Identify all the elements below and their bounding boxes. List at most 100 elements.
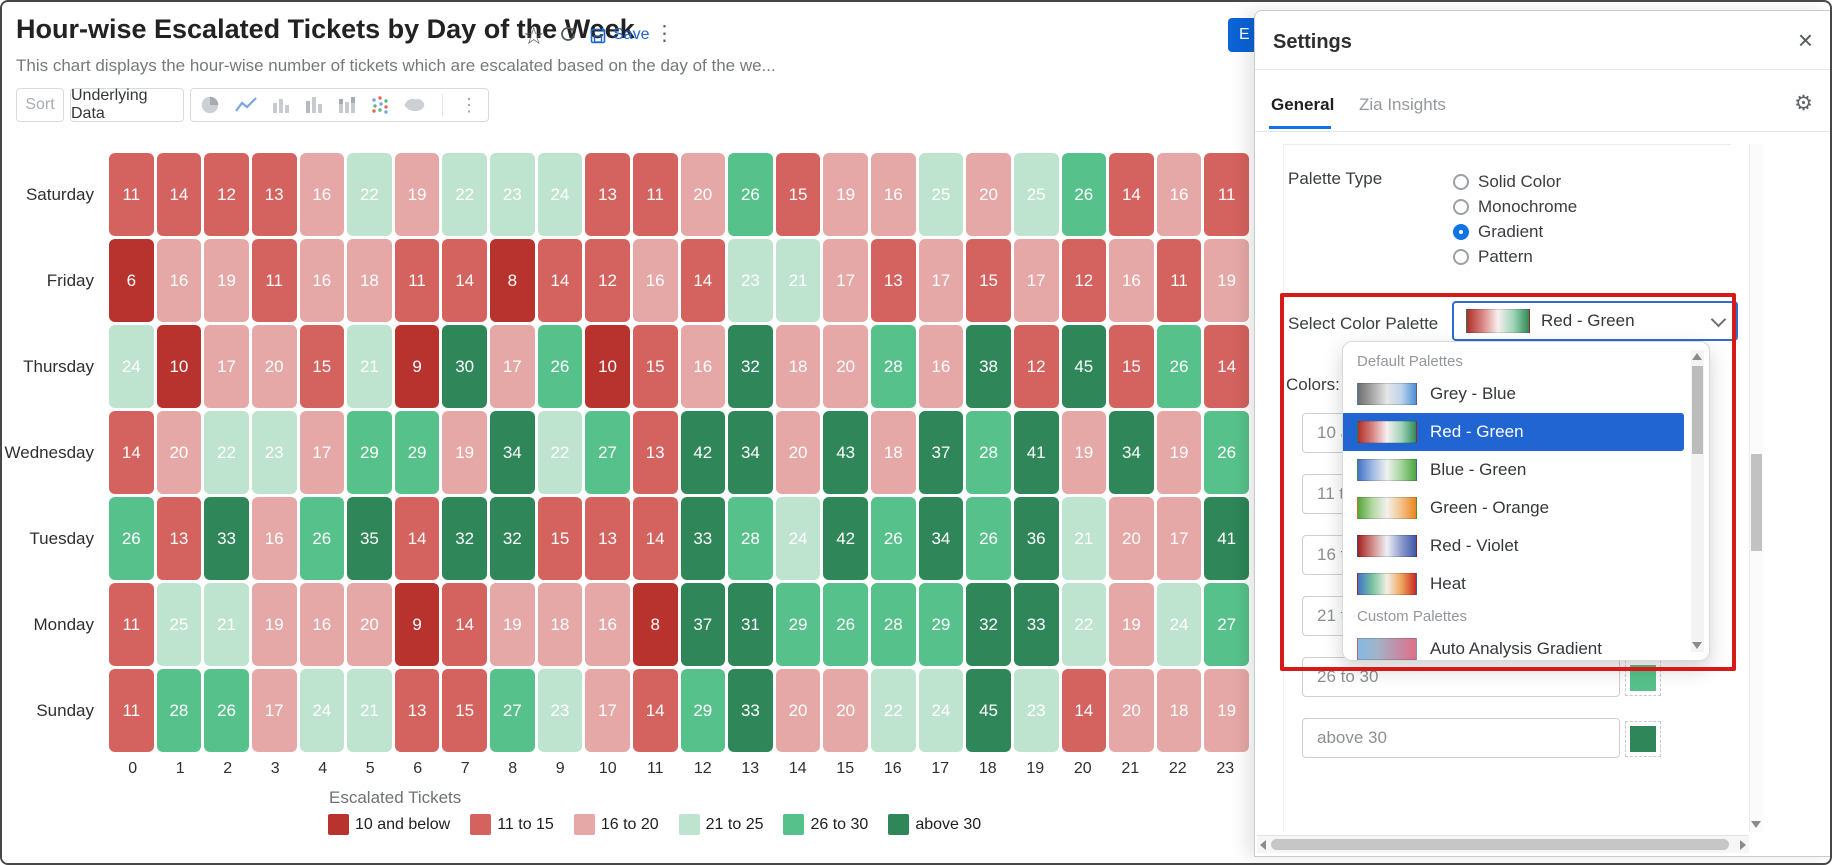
heatmap-cell[interactable]: 13 xyxy=(156,497,202,580)
heatmap-cell[interactable]: 23 xyxy=(251,411,297,494)
heatmap-cell[interactable]: 16 xyxy=(299,153,345,236)
tab-zia-insights[interactable]: Zia Insights xyxy=(1359,95,1446,114)
heatmap-cell[interactable]: 19 xyxy=(1156,411,1202,494)
heatmap-cell[interactable]: 26 xyxy=(109,497,154,580)
radio-option-gradient[interactable]: Gradient xyxy=(1453,219,1577,244)
gear-icon[interactable]: ⚙ xyxy=(1794,92,1813,115)
heatmap-cell[interactable]: 15 xyxy=(537,497,583,580)
heatmap-cell[interactable]: 38 xyxy=(966,325,1011,408)
color-picker-swatch[interactable] xyxy=(1625,660,1661,696)
heatmap-cell[interactable]: 11 xyxy=(394,239,440,322)
heatmap-cell[interactable]: 16 xyxy=(251,497,297,580)
heatmap-cell[interactable]: 17 xyxy=(1013,239,1059,322)
heatmap-cell[interactable]: 20 xyxy=(347,583,392,666)
heatmap-cell[interactable]: 26 xyxy=(299,497,345,580)
heatmap-cell[interactable]: 14 xyxy=(394,497,440,580)
heatmap-cell[interactable]: 25 xyxy=(156,583,202,666)
heatmap-cell[interactable]: 35 xyxy=(347,497,392,580)
heatmap-cell[interactable]: 25 xyxy=(918,153,964,236)
heatmap-cell[interactable]: 33 xyxy=(204,497,249,580)
heatmap-cell[interactable]: 31 xyxy=(728,583,773,666)
horizontal-scrollbar-thumb[interactable] xyxy=(1271,839,1729,850)
heatmap-cell[interactable]: 22 xyxy=(442,153,487,236)
heatmap-cell[interactable]: 13 xyxy=(871,239,916,322)
heatmap-cell[interactable]: 27 xyxy=(490,669,535,752)
color-picker-swatch[interactable] xyxy=(1625,721,1661,757)
save-button[interactable]: Save xyxy=(590,26,649,44)
tab-general[interactable]: General xyxy=(1271,95,1335,114)
heatmap-cell[interactable]: 11 xyxy=(1156,239,1202,322)
heatmap-cell[interactable]: 20 xyxy=(251,325,297,408)
stacked-bar-chart-icon[interactable] xyxy=(337,95,357,115)
heatmap-cell[interactable]: 28 xyxy=(156,669,202,752)
heatmap-cell[interactable]: 15 xyxy=(1109,325,1154,408)
heatmap-cell[interactable]: 26 xyxy=(728,153,773,236)
heatmap-cell[interactable]: 19 xyxy=(1109,583,1154,666)
heatmap-cell[interactable]: 34 xyxy=(918,497,964,580)
heatmap-cell[interactable]: 14 xyxy=(680,239,726,322)
heatmap-cell[interactable]: 24 xyxy=(537,153,583,236)
heatmap-cell[interactable]: 34 xyxy=(728,411,773,494)
dropdown-scrollbar-thumb[interactable] xyxy=(1692,366,1703,454)
heatmap-cell[interactable]: 24 xyxy=(1156,583,1202,666)
heatmap-cell[interactable]: 24 xyxy=(775,497,821,580)
heatmap-cell[interactable]: 21 xyxy=(347,669,392,752)
heatmap-cell[interactable]: 27 xyxy=(1204,583,1249,666)
sort-button[interactable]: Sort xyxy=(16,88,64,122)
heatmap-cell[interactable]: 12 xyxy=(1013,325,1059,408)
heatmap-cell[interactable]: 26 xyxy=(1156,325,1202,408)
heatmap-cell[interactable]: 16 xyxy=(1109,239,1154,322)
heatmap-cell[interactable]: 26 xyxy=(823,583,868,666)
heatmap-cell[interactable]: 14 xyxy=(537,239,583,322)
heatmap-cell[interactable]: 20 xyxy=(680,153,726,236)
heatmap-cell[interactable]: 26 xyxy=(1204,411,1249,494)
heatmap-cell[interactable]: 20 xyxy=(775,669,821,752)
heatmap-cell[interactable]: 11 xyxy=(109,583,154,666)
heatmap-cell[interactable]: 17 xyxy=(299,411,345,494)
heatmap-cell[interactable]: 32 xyxy=(966,583,1011,666)
column-chart-icon[interactable] xyxy=(304,95,324,115)
heatmap-cell[interactable]: 34 xyxy=(1109,411,1154,494)
heatmap-cell[interactable]: 20 xyxy=(823,325,868,408)
color-range-input[interactable]: 26 to 30 xyxy=(1302,657,1620,697)
palette-option-blue---green[interactable]: Blue - Green xyxy=(1343,451,1709,489)
heatmap-cell[interactable]: 22 xyxy=(537,411,583,494)
heatmap-cell[interactable]: 21 xyxy=(347,325,392,408)
heatmap-cell[interactable]: 24 xyxy=(109,325,154,408)
heatmap-cell[interactable]: 14 xyxy=(442,583,487,666)
heatmap-cell[interactable]: 23 xyxy=(490,153,535,236)
heatmap-cell[interactable]: 33 xyxy=(1013,583,1059,666)
heatmap-cell[interactable]: 17 xyxy=(490,325,535,408)
heatmap-cell[interactable]: 14 xyxy=(109,411,154,494)
legend-item[interactable]: above 30 xyxy=(888,814,981,835)
heatmap-cell[interactable]: 14 xyxy=(1204,325,1249,408)
palette-option-red---violet[interactable]: Red - Violet xyxy=(1343,527,1709,565)
palette-option-auto-analysis-gradient[interactable]: Auto Analysis Gradient xyxy=(1343,630,1709,660)
heatmap-cell[interactable]: 16 xyxy=(299,239,345,322)
heatmap-cell[interactable]: 26 xyxy=(871,497,916,580)
heatmap-cell[interactable]: 28 xyxy=(871,325,916,408)
heatmap-cell[interactable]: 14 xyxy=(632,669,678,752)
legend-item[interactable]: 26 to 30 xyxy=(783,814,868,835)
heatmap-cell[interactable]: 19 xyxy=(1061,411,1107,494)
palette-option-heat[interactable]: Heat xyxy=(1343,565,1709,603)
heatmap-cell[interactable]: 42 xyxy=(680,411,726,494)
scroll-left-arrow-icon[interactable] xyxy=(1260,840,1266,850)
heatmap-cell[interactable]: 8 xyxy=(632,583,678,666)
heatmap-cell[interactable]: 16 xyxy=(156,239,202,322)
heatmap-cell[interactable]: 19 xyxy=(251,583,297,666)
heatmap-cell[interactable]: 33 xyxy=(680,497,726,580)
heatmap-cell[interactable]: 32 xyxy=(442,497,487,580)
radio-option-monochrome[interactable]: Monochrome xyxy=(1453,194,1577,219)
heatmap-cell[interactable]: 22 xyxy=(204,411,249,494)
pie-chart-icon[interactable] xyxy=(199,94,221,116)
heatmap-cell[interactable]: 16 xyxy=(1156,153,1202,236)
heatmap-cell[interactable]: 32 xyxy=(490,497,535,580)
heatmap-cell[interactable]: 13 xyxy=(632,411,678,494)
heatmap-cell[interactable]: 13 xyxy=(394,669,440,752)
heatmap-cell[interactable]: 27 xyxy=(585,411,630,494)
heatmap-cell[interactable]: 45 xyxy=(966,669,1011,752)
heatmap-cell[interactable]: 24 xyxy=(299,669,345,752)
heatmap-cell[interactable]: 11 xyxy=(109,669,154,752)
heatmap-cell[interactable]: 13 xyxy=(251,153,297,236)
